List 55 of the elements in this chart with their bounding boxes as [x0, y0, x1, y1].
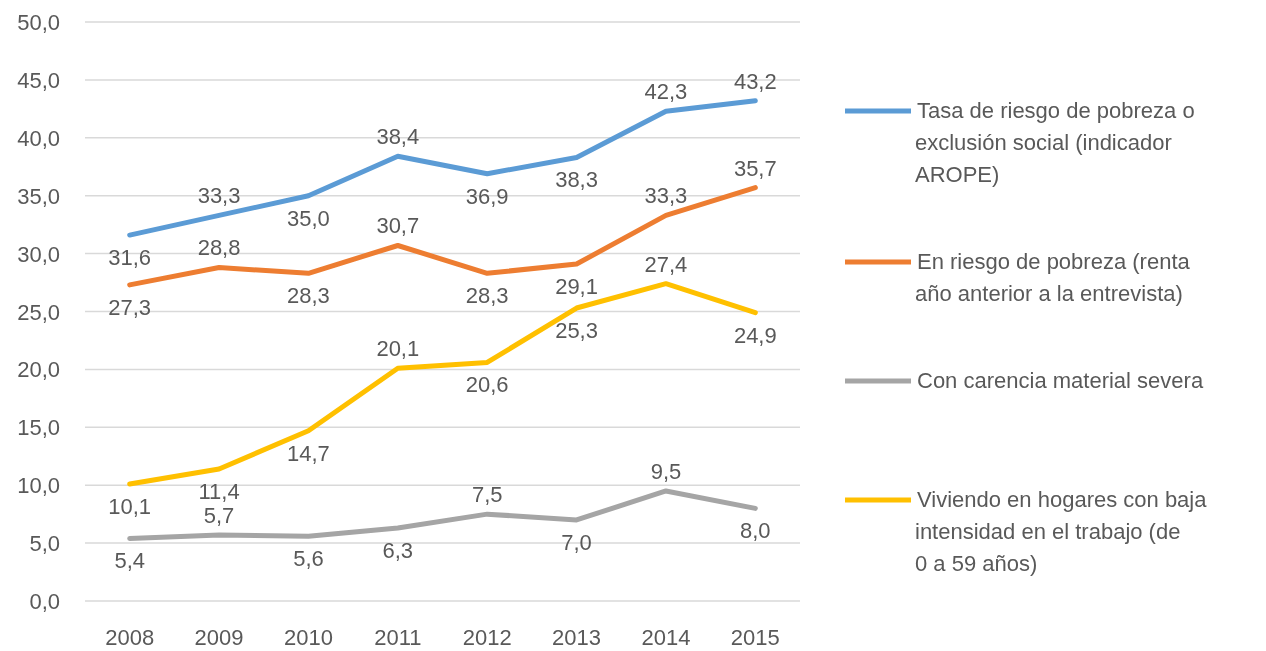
data-label: 35,7	[733, 155, 777, 181]
x-tick-label: 2008	[105, 625, 155, 650]
data-label: 31,6	[108, 245, 152, 271]
x-tick-label: 2009	[194, 625, 244, 650]
y-tick-label: 30,0	[17, 241, 60, 267]
data-label: 10,1	[108, 494, 152, 520]
data-label: 28,3	[287, 283, 330, 309]
data-label: 29,1	[555, 274, 598, 300]
data-label: 7,0	[561, 529, 592, 555]
x-tick-label: 2011	[374, 625, 422, 650]
y-tick-label: 25,0	[17, 299, 60, 325]
y-tick-label: 35,0	[17, 183, 60, 209]
data-label: 24,9	[733, 322, 777, 348]
data-label: 43,2	[733, 68, 777, 94]
data-label: 33,3	[197, 183, 241, 209]
y-tick-label: 50,0	[17, 10, 60, 35]
data-label: 5,4	[114, 548, 145, 574]
data-label: 6,3	[382, 538, 414, 564]
data-label: 33,3	[644, 183, 688, 209]
data-label: 20,6	[465, 372, 509, 398]
y-tick-label: 15,0	[17, 415, 60, 441]
data-label: 27,3	[108, 294, 152, 320]
x-tick-label: 2014	[641, 625, 691, 650]
x-tick-label: 2010	[283, 625, 333, 650]
data-label: 5,6	[293, 546, 324, 572]
x-tick-label: 2015	[730, 625, 780, 650]
data-label: 5,7	[203, 502, 235, 528]
x-tick-label: 2013	[552, 625, 602, 650]
data-label: 20,1	[376, 336, 420, 362]
legend-label: Con carencia material severa	[917, 368, 1204, 393]
y-tick-label: 45,0	[17, 67, 60, 93]
y-tick-label: 40,0	[17, 125, 60, 151]
legend-label: En riesgo de pobreza (renta año anterior a la entrevista)	[915, 249, 1191, 306]
data-label: 38,3	[555, 167, 598, 193]
data-label: 28,8	[197, 235, 241, 261]
legend-label: Viviendo en hogares con baja intensidad en el trabajo (de 0 a 59 años)	[915, 487, 1208, 576]
y-tick-label: 0,0	[29, 589, 60, 614]
data-label: 35,0	[287, 205, 330, 231]
data-label: 28,3	[465, 283, 509, 309]
y-tick-label: 10,0	[17, 473, 60, 499]
x-tick-label: 2012	[462, 625, 512, 650]
data-label: 36,9	[465, 183, 509, 209]
data-label: 30,7	[376, 213, 420, 239]
data-label: 25,3	[555, 318, 598, 344]
y-tick-label: 20,0	[17, 357, 60, 383]
data-label: 38,4	[376, 124, 420, 150]
y-tick-label: 5,0	[29, 531, 60, 557]
data-label: 7,5	[471, 482, 503, 508]
data-label: 8,0	[740, 518, 771, 544]
legend-label: Tasa de riesgo de pobreza o exclusión social (indicador AROPE)	[915, 98, 1195, 187]
data-label: 11,4	[198, 478, 240, 504]
data-label: 27,4	[644, 251, 688, 277]
data-label: 42,3	[644, 79, 688, 105]
data-label: 14,7	[287, 440, 330, 466]
data-label: 9,5	[650, 458, 682, 484]
